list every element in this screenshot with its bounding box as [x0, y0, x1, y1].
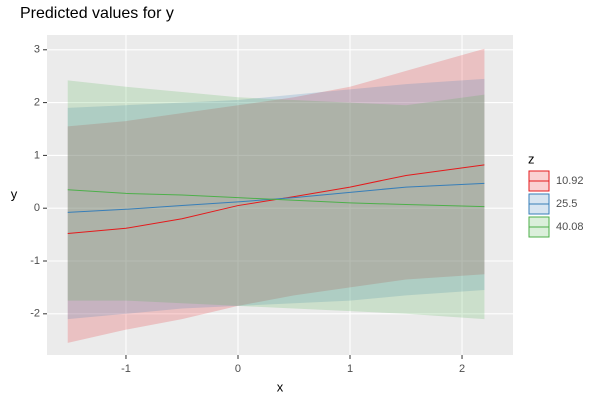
y-tick-label: 0 — [34, 202, 40, 214]
x-tick-label: -1 — [121, 363, 131, 375]
y-tick-label: -2 — [30, 308, 40, 320]
y-tick-label: 2 — [34, 96, 40, 108]
legend-label: 25.5 — [556, 198, 577, 210]
y-axis-label: y — [11, 186, 18, 201]
y-tick-label: 1 — [34, 149, 40, 161]
legend-label: 40.08 — [556, 221, 584, 233]
ribbon — [67, 48, 485, 343]
x-axis-label: x — [277, 379, 284, 394]
line — [67, 182, 485, 213]
x-tick-label: 2 — [459, 363, 465, 375]
y-tick-label: -1 — [30, 255, 40, 267]
legend-label: 10.92 — [556, 175, 584, 187]
line — [67, 189, 485, 208]
panel — [47, 35, 513, 355]
x-tick-label: 0 — [235, 363, 241, 375]
legend-title: z — [528, 151, 535, 166]
x-tick-label: 1 — [347, 363, 353, 375]
line — [67, 164, 485, 235]
chart-title: Predicted values for y — [20, 5, 174, 22]
y-tick-label: 3 — [34, 44, 40, 56]
